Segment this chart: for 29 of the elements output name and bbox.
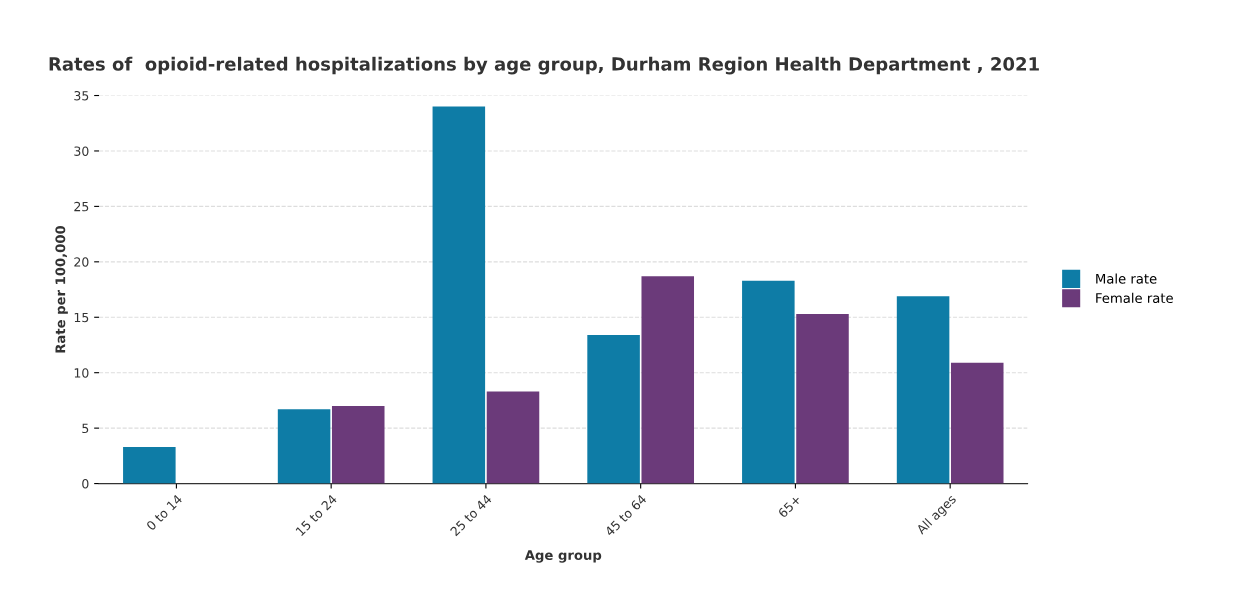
bar (742, 280, 795, 484)
y-tick-label: 0 (82, 479, 89, 489)
bar (123, 446, 176, 484)
y-tick-label: 5 (82, 423, 89, 434)
y-tick-label: 10 (74, 368, 89, 378)
legend-label: Male rate (1096, 273, 1157, 284)
x-tick-label: 25 to 44 (449, 493, 493, 537)
y-tick-label: 15 (74, 312, 89, 323)
x-tick-label: 0 to 14 (145, 493, 183, 531)
y-axis-title: Rate per 100,000 (55, 225, 68, 353)
y-tick-label: 20 (74, 257, 89, 267)
bar (896, 296, 950, 484)
bar (432, 106, 486, 484)
x-tick-label: 45 to 64 (604, 493, 648, 537)
bar (587, 335, 640, 484)
bar (277, 409, 331, 484)
y-tick-label: 35 (74, 90, 89, 101)
bar (950, 362, 1004, 484)
legend-label: Female rate (1096, 292, 1173, 304)
bar (331, 405, 385, 484)
x-tick-label: 65+ (777, 494, 802, 519)
y-tick-label: 25 (74, 201, 89, 212)
x-tick-label: 15 to 24 (295, 493, 338, 537)
y-tick-label: 30 (74, 146, 89, 156)
chart-title: Rates of opioid-related hospitalizations by age group, Durham Region Health Department , 2021 (49, 56, 1039, 75)
bar (486, 391, 540, 484)
x-axis-title: Age group (524, 550, 602, 563)
bar (641, 276, 695, 484)
bar (796, 313, 849, 484)
